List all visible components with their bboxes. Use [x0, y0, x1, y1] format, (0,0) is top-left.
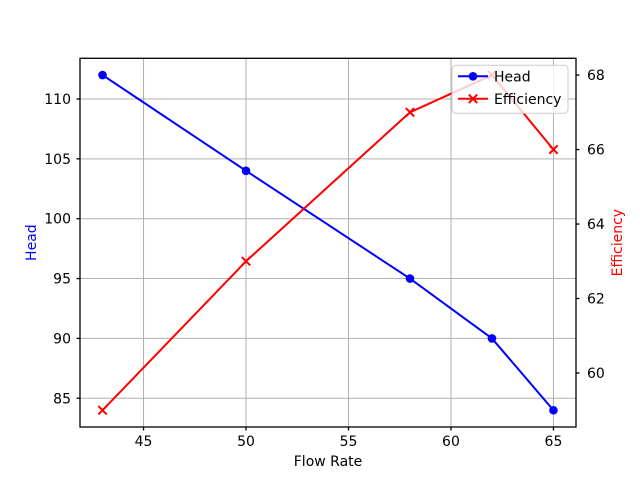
x-tick-label: 65	[545, 434, 563, 450]
y-right-tick-label: 66	[587, 143, 605, 159]
y-right-axis-label: Efficiency	[610, 209, 626, 276]
efficiency-marker	[548, 144, 559, 155]
head-marker	[98, 70, 107, 80]
y-left-tick-label: 90	[53, 331, 71, 347]
legend-marker-efficiency	[468, 93, 478, 104]
y-right-tick-label: 64	[587, 217, 605, 233]
x-tick-label: 60	[442, 434, 460, 450]
efficiency-marker	[405, 107, 415, 118]
head-marker	[487, 334, 497, 343]
y-right-tick-label: 62	[587, 292, 605, 308]
plot-border	[79, 57, 577, 428]
efficiency-marker	[241, 256, 251, 267]
x-axis-label: Flow Rate	[294, 454, 363, 470]
head-marker	[241, 166, 251, 176]
y-left-tick-label: 95	[53, 272, 71, 288]
legend-label-efficiency: Efficiency	[494, 92, 561, 108]
head-marker	[405, 274, 415, 283]
legend-marker-head	[468, 72, 478, 81]
y-right-tick-label: 68	[587, 68, 605, 84]
legend-label-head: Head	[494, 69, 531, 85]
y-left-tick-label: 100	[44, 212, 71, 228]
x-tick-label: 55	[340, 434, 358, 450]
y-left-tick-label: 85	[53, 391, 71, 407]
x-tick-label: 45	[135, 434, 153, 450]
y-left-tick-label: 105	[44, 152, 71, 168]
y-left-axis-label: Head	[24, 224, 40, 261]
plot-area	[80, 58, 576, 428]
y-left-tick-label: 110	[44, 92, 71, 108]
y-right-tick-label: 60	[587, 366, 605, 382]
legend: Head Efficiency	[451, 64, 569, 114]
head-marker	[549, 405, 558, 415]
efficiency-marker	[97, 405, 108, 416]
x-tick-label: 50	[237, 434, 255, 450]
